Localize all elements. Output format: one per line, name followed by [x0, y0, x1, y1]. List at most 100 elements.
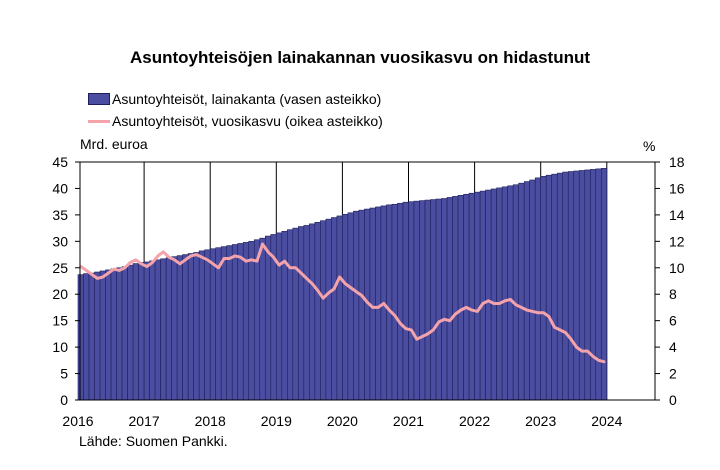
bar [551, 173, 558, 401]
x-tick-label: 2021 [393, 413, 424, 429]
x-tick-label: 2016 [62, 413, 93, 429]
x-tick-label: 2019 [261, 413, 292, 429]
right-axis-unit: % [643, 138, 656, 154]
bar [468, 192, 475, 401]
bar [419, 200, 426, 401]
bar [143, 261, 150, 401]
legend-entry-lainakanta: Asuntoyhteisöt, lainakanta (vasen asteik… [88, 88, 383, 110]
source-note: Lähde: Suomen Pankki. [79, 433, 228, 449]
bar [303, 225, 310, 401]
bar [182, 254, 189, 401]
bar [105, 269, 112, 401]
bar [281, 230, 288, 401]
legend-line-swatch [88, 119, 110, 123]
bar [138, 262, 145, 401]
bar [518, 182, 525, 401]
bar [353, 210, 360, 401]
right-tick-label: 14 [669, 207, 685, 223]
bar [336, 215, 343, 401]
bar [375, 206, 382, 401]
bar [584, 169, 591, 401]
left-tick-label: 40 [52, 180, 68, 196]
left-axis-unit: Mrd. euroa [80, 136, 148, 152]
bar [523, 181, 530, 401]
bar [567, 171, 575, 401]
bar [187, 253, 194, 401]
bar [342, 214, 349, 401]
right-tick-label: 4 [669, 339, 677, 355]
bar [595, 168, 602, 401]
right-tick-label: 6 [669, 313, 677, 329]
axes: 0 5 10 15 20 25 30 35 40 45 0 2 4 6 8 10 12 14 16 18 2016 201… [52, 154, 684, 429]
bar [231, 244, 239, 401]
left-tick-label: 45 [52, 154, 68, 170]
bar [77, 274, 84, 401]
bar [121, 266, 128, 401]
bar [446, 197, 453, 401]
bar [485, 189, 492, 401]
bar [176, 255, 183, 401]
left-tick-label: 25 [52, 260, 68, 276]
bar [534, 177, 541, 401]
bar [193, 252, 200, 401]
plot-frame [79, 161, 656, 401]
bar [165, 257, 172, 401]
bar [127, 264, 134, 401]
right-tick-label: 16 [669, 180, 685, 196]
left-tick-label: 20 [52, 286, 68, 302]
x-tick-label: 2018 [195, 413, 226, 429]
bar [149, 260, 156, 401]
bar [209, 248, 217, 401]
bar [545, 174, 553, 401]
left-tick-label: 0 [60, 392, 68, 408]
bar [94, 271, 101, 401]
bar [220, 246, 228, 401]
left-tick-label: 5 [60, 366, 68, 382]
bar [309, 223, 316, 401]
bar [479, 190, 486, 401]
bar [204, 249, 211, 401]
bar [83, 273, 90, 401]
x-tick-label: 2022 [459, 413, 490, 429]
bar [116, 267, 123, 401]
bar [562, 171, 569, 401]
bar [512, 184, 519, 401]
bar [237, 243, 244, 401]
bar [441, 198, 448, 401]
bar [215, 247, 222, 401]
bar [287, 229, 294, 401]
bar [408, 201, 415, 401]
bar [242, 242, 250, 401]
chart-legend: Asuntoyhteisöt, lainakanta (vasen asteik… [88, 88, 383, 132]
bar [253, 239, 261, 401]
bar [435, 198, 442, 401]
legend-label-lainakanta: Asuntoyhteisöt, lainakanta (vasen asteik… [112, 91, 382, 107]
bar [132, 263, 139, 401]
series-line [79, 242, 606, 364]
left-tick-label: 35 [52, 207, 68, 223]
bar [578, 170, 586, 401]
bar [507, 185, 514, 401]
x-tick-label: 2024 [591, 413, 622, 429]
x-tick-label: 2023 [525, 413, 556, 429]
right-tick-label: 12 [669, 233, 685, 249]
bar [320, 220, 327, 401]
bar [529, 179, 536, 401]
right-tick-label: 8 [669, 286, 677, 302]
bar [573, 170, 580, 401]
bar [501, 186, 508, 401]
bar [226, 245, 233, 401]
chart-title: Asuntoyhteisöjen lainakannan vuosikasvu … [129, 48, 591, 67]
bar [600, 168, 608, 401]
bar [110, 268, 117, 401]
x-tick-label: 2017 [129, 413, 160, 429]
bar [490, 188, 497, 401]
bar [292, 227, 299, 401]
bar [88, 272, 95, 401]
line-series [79, 242, 606, 364]
bar [430, 199, 437, 401]
right-tick-label: 18 [669, 154, 685, 170]
bar [457, 195, 464, 401]
bar [386, 204, 393, 401]
